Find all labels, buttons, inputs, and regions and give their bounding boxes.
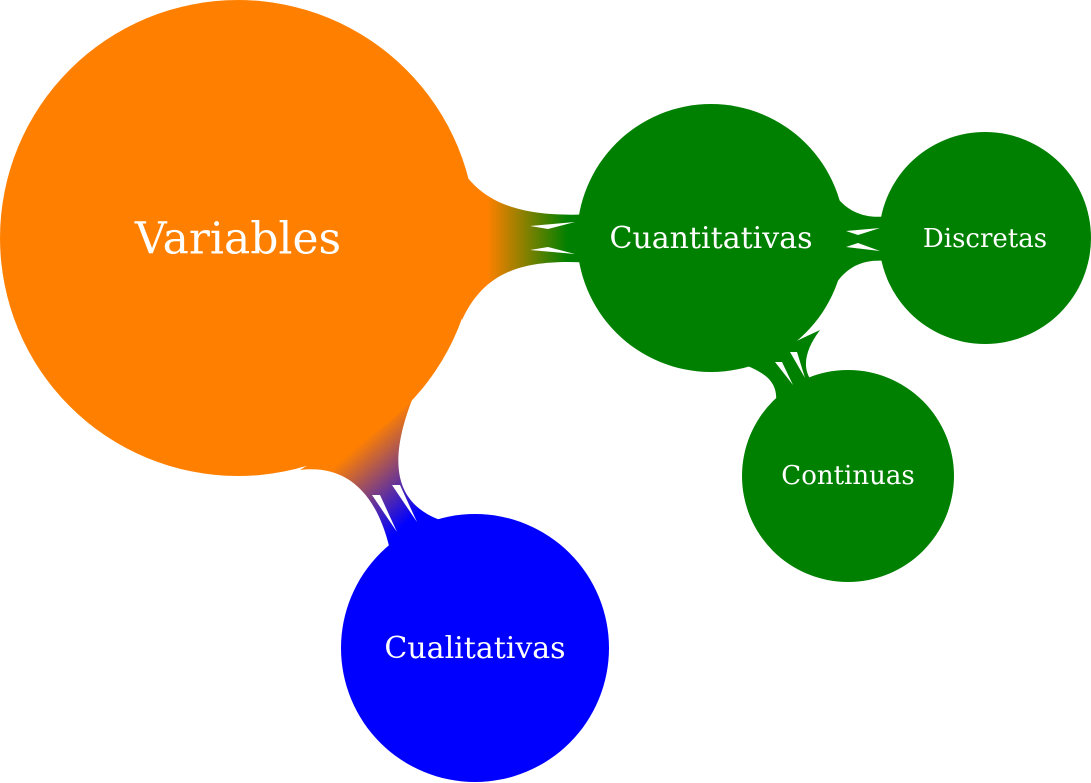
node-variables-label: Variables [134,214,341,265]
node-cuantitativas-label: Cuantitativas [610,221,813,256]
node-continuas[interactable] [742,370,954,582]
connector-highlights [372,222,880,532]
connector-variables-cuantitativas [462,170,595,320]
connector-variables-cualitativas [300,400,440,550]
node-cualitativas-label: Cualitativas [384,631,565,666]
node-continuas-label: Continuas [781,461,914,491]
node-variables[interactable] [0,0,476,476]
node-discretas[interactable] [879,132,1091,344]
node-cualitativas[interactable] [341,514,609,782]
node-discretas-label: Discretas [923,224,1047,254]
node-cuantitativas[interactable] [577,104,845,372]
connector-cuantitativas-discretas [835,195,895,285]
